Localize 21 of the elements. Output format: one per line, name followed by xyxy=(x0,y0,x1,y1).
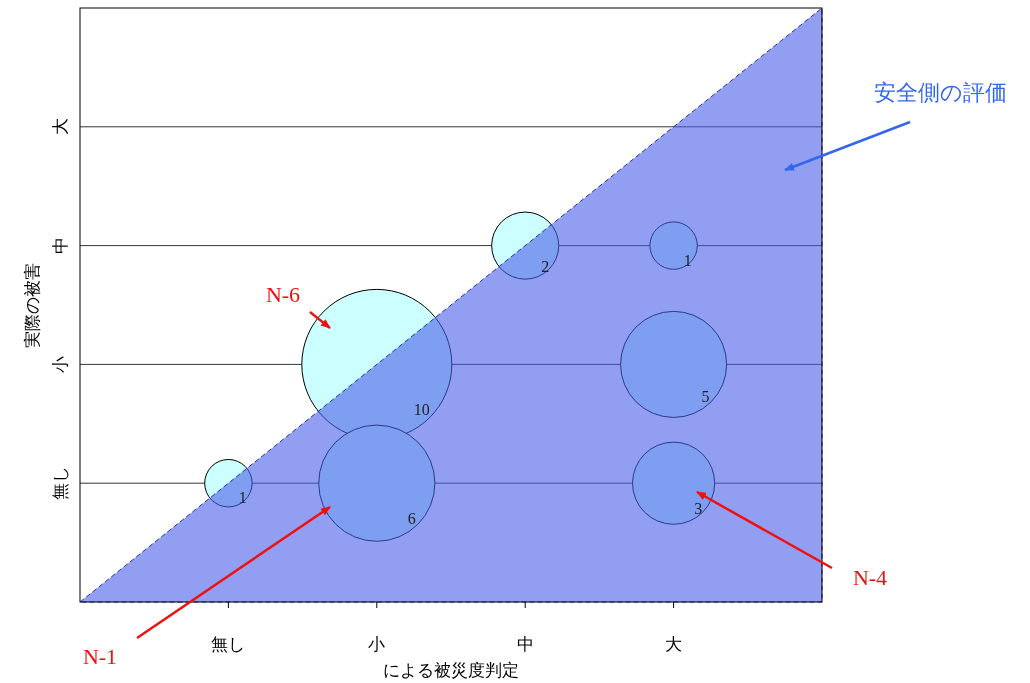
data-label: 3 xyxy=(694,499,703,517)
annotation: N-6 xyxy=(265,282,301,307)
text: N-4 xyxy=(852,565,888,590)
y-tick-label: 小 xyxy=(51,355,70,373)
data-label: 2 xyxy=(541,257,550,275)
x-axis-title: による被災度判定 xyxy=(383,661,519,680)
data-label: 6 xyxy=(407,510,416,528)
data-label: 1 xyxy=(238,489,247,507)
y-tick-label: 大 xyxy=(51,118,70,136)
text: N-1 xyxy=(82,644,118,669)
x-tick-label: 小 xyxy=(368,635,386,654)
data-label: 1 xyxy=(683,251,692,269)
y-tick-label: 中 xyxy=(51,237,70,255)
x-tick-label: 大 xyxy=(665,635,683,654)
text: 安全側の評価 xyxy=(873,80,1007,105)
data-label: 10 xyxy=(413,401,430,419)
data-label: 5 xyxy=(701,388,710,406)
x-tick-label: 無し xyxy=(211,635,246,654)
y-tick-label: 無し xyxy=(51,466,70,501)
x-tick-label: 中 xyxy=(516,635,534,654)
y-axis-title: 実際の被害 xyxy=(23,262,42,348)
